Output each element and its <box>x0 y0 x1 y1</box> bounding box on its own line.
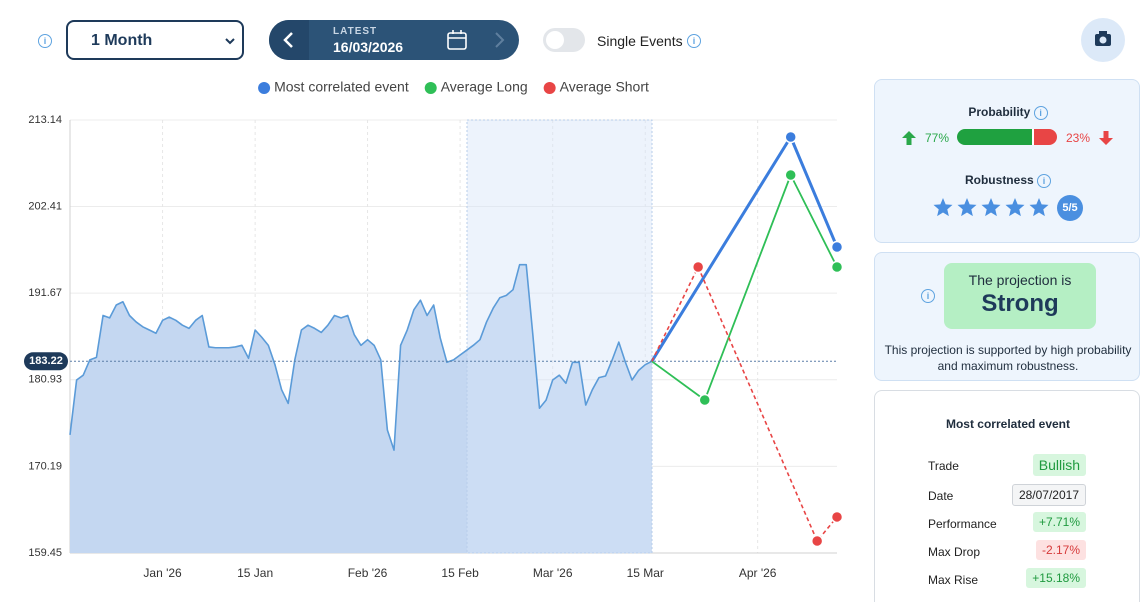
long-label: 77% <box>925 131 950 145</box>
down-arrow <box>1099 131 1113 145</box>
star <box>933 198 953 217</box>
probability-bar <box>957 129 1057 145</box>
row-label: Max Rise <box>928 573 979 587</box>
robustness-title-text: Robustness <box>964 173 1034 187</box>
y-tick-label: 159.45 <box>28 547 62 559</box>
robustness-label: 5/5 <box>1062 202 1077 214</box>
reference-label: 183.22 <box>29 355 63 367</box>
y-tick-label: 213.14 <box>28 114 62 126</box>
highlight-window <box>466 119 653 554</box>
info-icon[interactable]: i <box>38 34 52 48</box>
row-value: -2.17% <box>1035 540 1086 560</box>
x-tick-label: 15 Mar <box>627 566 664 580</box>
next-button[interactable] <box>479 20 519 60</box>
marker <box>830 510 844 524</box>
event-title: Most correlated event <box>945 417 1071 431</box>
row-label: Performance <box>928 517 997 531</box>
toggle[interactable] <box>543 28 585 52</box>
x-tick-label: Mar '26 <box>533 566 573 580</box>
info-icon[interactable]: i <box>1037 173 1052 188</box>
price-area <box>70 264 652 553</box>
toggle-label: Single Events <box>597 33 683 49</box>
period-value: 1 Month <box>91 32 153 49</box>
reference-badge <box>24 352 68 371</box>
short-label: 23% <box>1066 131 1091 145</box>
x-tick-label: Feb '26 <box>348 566 388 580</box>
calendar-icon[interactable] <box>446 29 468 51</box>
projection-strength: Strong <box>981 290 1059 317</box>
event-panel: Most correlated event Trade Bullish Date… <box>874 390 1140 602</box>
prev-button[interactable] <box>269 20 309 60</box>
marker <box>691 260 705 274</box>
stars: 5/5 <box>933 195 1083 221</box>
legend-marker <box>424 82 437 94</box>
date-value: 16/03/2026 <box>333 39 404 55</box>
probability-short <box>1032 129 1057 145</box>
x-tick-label: 15 Feb <box>441 566 479 580</box>
star <box>1005 198 1025 217</box>
probability-title-text: Probability <box>968 105 1031 119</box>
y-tick-label: 202.41 <box>28 200 62 212</box>
row-value: +15.18% <box>1026 568 1086 588</box>
legend-label: Average Short <box>560 79 649 95</box>
projection-line <box>650 135 839 363</box>
info-icon[interactable]: i <box>1033 105 1048 120</box>
date-caption: LATEST <box>333 26 378 37</box>
robustness-title: Robustness i <box>875 173 1141 188</box>
projection-panel: i The projection is Strong This projecti… <box>874 252 1140 381</box>
legend-marker <box>258 82 271 94</box>
chevron <box>225 38 235 45</box>
info-icon[interactable]: i <box>687 34 701 48</box>
star <box>957 198 977 217</box>
legend: Most correlated event Average Long Average… <box>258 79 649 95</box>
x-tick-label: Jan '26 <box>143 566 182 580</box>
star <box>981 198 1001 217</box>
projection-box: The projection is Strong <box>944 263 1096 329</box>
projection-line <box>651 174 838 401</box>
marker <box>784 168 797 182</box>
marker <box>810 534 824 548</box>
row-label: Max Drop <box>928 545 981 559</box>
row-value: 28/07/2017 <box>1011 484 1086 506</box>
y-tick-label: 170.19 <box>28 460 62 472</box>
projection-description: This projection is supported by high pro… <box>884 343 1132 373</box>
row-label: Date <box>928 489 954 503</box>
date-picker[interactable]: LATEST 16/03/2026 <box>269 20 519 60</box>
y-tick-label: 180.93 <box>28 374 62 386</box>
period-select[interactable]: 1 Month <box>66 20 244 60</box>
marker <box>698 393 712 407</box>
legend-label: Most correlated event <box>274 79 409 95</box>
up-arrow <box>902 131 916 145</box>
y-tick-label: 191.67 <box>28 287 62 299</box>
projection-heading: The projection is <box>968 272 1072 288</box>
x-tick-label: Apr '26 <box>739 566 777 580</box>
chart: 213.14 202.41 191.67 180.93 170.19 159.45 Jan … <box>24 79 844 580</box>
x-tick-label: 15 Jan <box>237 566 273 580</box>
marker <box>830 260 844 274</box>
price-line <box>69 263 653 451</box>
row-label: Trade <box>928 459 959 473</box>
legend-label: Average Long <box>441 79 528 95</box>
info-icon[interactable]: i <box>921 289 935 303</box>
marker <box>784 130 797 144</box>
star <box>1029 198 1049 217</box>
robustness-badge <box>1057 195 1083 221</box>
probability-long <box>957 129 1033 145</box>
probability-title: Probability i <box>875 105 1141 120</box>
projection-line <box>651 266 838 542</box>
legend-marker <box>543 82 556 94</box>
marker <box>830 240 844 254</box>
score-panel: Probability i 77% 23% Robustness i 5/5 <box>874 79 1140 243</box>
row-value: Bullish <box>1032 454 1086 476</box>
camera-button[interactable] <box>1081 18 1125 62</box>
row-value: +7.71% <box>1032 512 1086 532</box>
